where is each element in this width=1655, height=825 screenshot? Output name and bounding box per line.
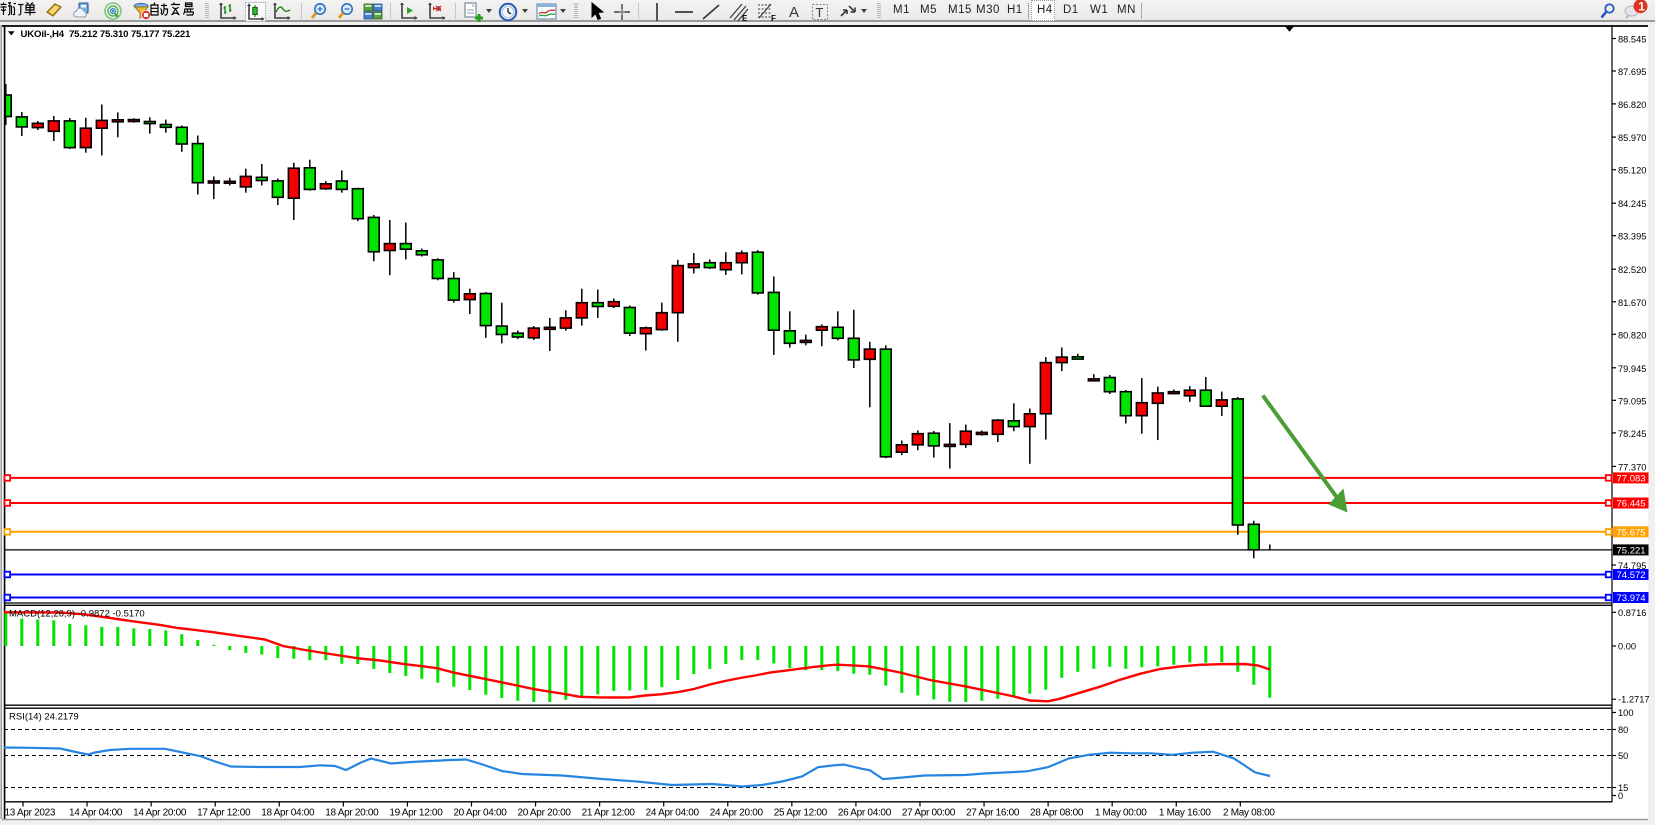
svg-text:87.695: 87.695 [1618,67,1646,77]
svg-text:28 Apr 08:00: 28 Apr 08:00 [1030,808,1084,819]
svg-text:86.820: 86.820 [1618,100,1646,110]
svg-text:1 May 00:00: 1 May 00:00 [1095,808,1147,819]
svg-text:21 Apr 12:00: 21 Apr 12:00 [582,808,636,819]
svg-text:17 Apr 12:00: 17 Apr 12:00 [197,808,251,819]
svg-text:78.245: 78.245 [1618,429,1646,439]
svg-text:26 Apr 04:00: 26 Apr 04:00 [838,808,892,819]
svg-text:100: 100 [1618,708,1634,718]
svg-text:88.545: 88.545 [1618,35,1646,45]
svg-text:0.8716: 0.8716 [1618,608,1646,618]
svg-text:MACD(12,26,9) -0.9872 -0.5170: MACD(12,26,9) -0.9872 -0.5170 [9,609,145,620]
svg-text:20 Apr 04:00: 20 Apr 04:00 [453,808,507,819]
svg-text:2 May 08:00: 2 May 08:00 [1223,808,1275,819]
svg-text:15: 15 [1618,783,1628,793]
svg-text:24 Apr 20:00: 24 Apr 20:00 [710,808,764,819]
svg-text:E: E [742,14,748,22]
svg-text:UKOil-,H4 75.212 75.310 75.17: UKOil-,H4 75.212 75.310 75.177 75.221 [21,29,192,40]
svg-text:74.795: 74.795 [1618,561,1646,571]
svg-text:75.675: 75.675 [1617,528,1646,539]
svg-text:F: F [771,14,776,22]
svg-text:25 Apr 12:00: 25 Apr 12:00 [774,808,828,819]
svg-text:84.245: 84.245 [1618,199,1646,209]
svg-text:75.221: 75.221 [1617,546,1646,557]
svg-text:27 Apr 16:00: 27 Apr 16:00 [966,808,1020,819]
svg-text:50: 50 [1618,751,1628,761]
svg-text:19 Apr 12:00: 19 Apr 12:00 [389,808,443,819]
svg-text:14 Apr 04:00: 14 Apr 04:00 [69,808,123,819]
svg-text:0: 0 [1618,791,1623,801]
svg-text:83.395: 83.395 [1618,232,1646,242]
svg-text:82.520: 82.520 [1618,265,1646,275]
svg-text:18 Apr 04:00: 18 Apr 04:00 [261,808,315,819]
svg-text:80.820: 80.820 [1618,330,1646,340]
svg-text:81.670: 81.670 [1618,298,1646,308]
svg-text:18 Apr 20:00: 18 Apr 20:00 [325,808,379,819]
svg-text:79.095: 79.095 [1618,396,1646,406]
svg-text:1 May 16:00: 1 May 16:00 [1159,808,1211,819]
svg-text:20 Apr 20:00: 20 Apr 20:00 [517,808,571,819]
svg-text:T: T [816,5,824,20]
svg-text:-1.2717: -1.2717 [1618,695,1650,705]
svg-text:77.083: 77.083 [1617,474,1646,485]
svg-text:85.120: 85.120 [1618,166,1646,176]
svg-text:0.00: 0.00 [1618,642,1636,652]
svg-text:27 Apr 00:00: 27 Apr 00:00 [902,808,956,819]
svg-text:73.974: 73.974 [1617,593,1646,604]
svg-text:14 Apr 20:00: 14 Apr 20:00 [133,808,187,819]
svg-text:74.572: 74.572 [1617,570,1646,581]
svg-text:13 Apr 2023: 13 Apr 2023 [5,808,56,819]
svg-text:79.945: 79.945 [1618,364,1646,374]
svg-text:1: 1 [1638,0,1645,14]
svg-text:76.445: 76.445 [1617,499,1646,510]
svg-text:85.970: 85.970 [1618,133,1646,143]
svg-text:77.370: 77.370 [1618,462,1646,472]
svg-text:RSI(14) 24.2179: RSI(14) 24.2179 [9,712,79,723]
svg-text:80: 80 [1618,725,1628,735]
svg-text:A: A [789,4,799,21]
svg-text:24 Apr 04:00: 24 Apr 04:00 [646,808,700,819]
